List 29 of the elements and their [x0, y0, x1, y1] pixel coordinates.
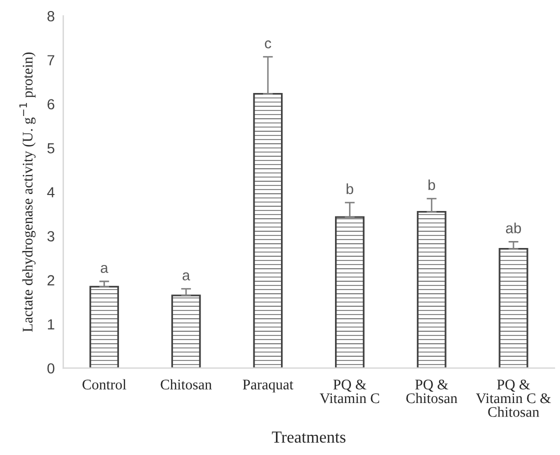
annotation: b	[346, 183, 354, 194]
y-tick-label: 1	[48, 319, 54, 330]
y-tick-label: 6	[48, 99, 54, 110]
x-tick-label: PQ & Vitamin C & Chitosan	[476, 380, 551, 417]
bar	[89, 286, 119, 368]
y-tick-label: 8	[47, 11, 54, 22]
y-tick-label: 5	[47, 143, 54, 154]
x-tick-label: PQ & Chitosan	[406, 380, 458, 404]
annotation: a	[100, 264, 108, 273]
x-tick-label: Control	[82, 379, 126, 390]
annotation: a	[182, 272, 190, 280]
annotation: ab	[506, 222, 521, 234]
bar	[171, 294, 201, 368]
y-tick-label: 0	[47, 363, 54, 374]
y-tick-label: 4	[47, 187, 55, 198]
y-tick-label: 2	[48, 275, 54, 286]
x-axis-title: Treatments	[272, 432, 346, 443]
bar	[498, 248, 528, 368]
annotation: c	[264, 40, 272, 48]
y-axis-title: Lactate dehydrogenase activity (U. g$^{−1}$ protein)	[19, 52, 36, 332]
annotation: b	[428, 179, 436, 190]
bar	[253, 93, 283, 368]
bar	[416, 210, 446, 368]
y-tick-label: 7	[48, 55, 54, 66]
x-tick-label: Chitosan	[160, 379, 212, 390]
x-tick-label: PQ & Vitamin C	[320, 380, 380, 404]
bar	[335, 216, 365, 368]
y-tick-label: 3	[47, 231, 54, 242]
x-tick-label: Paraquat	[242, 380, 294, 392]
